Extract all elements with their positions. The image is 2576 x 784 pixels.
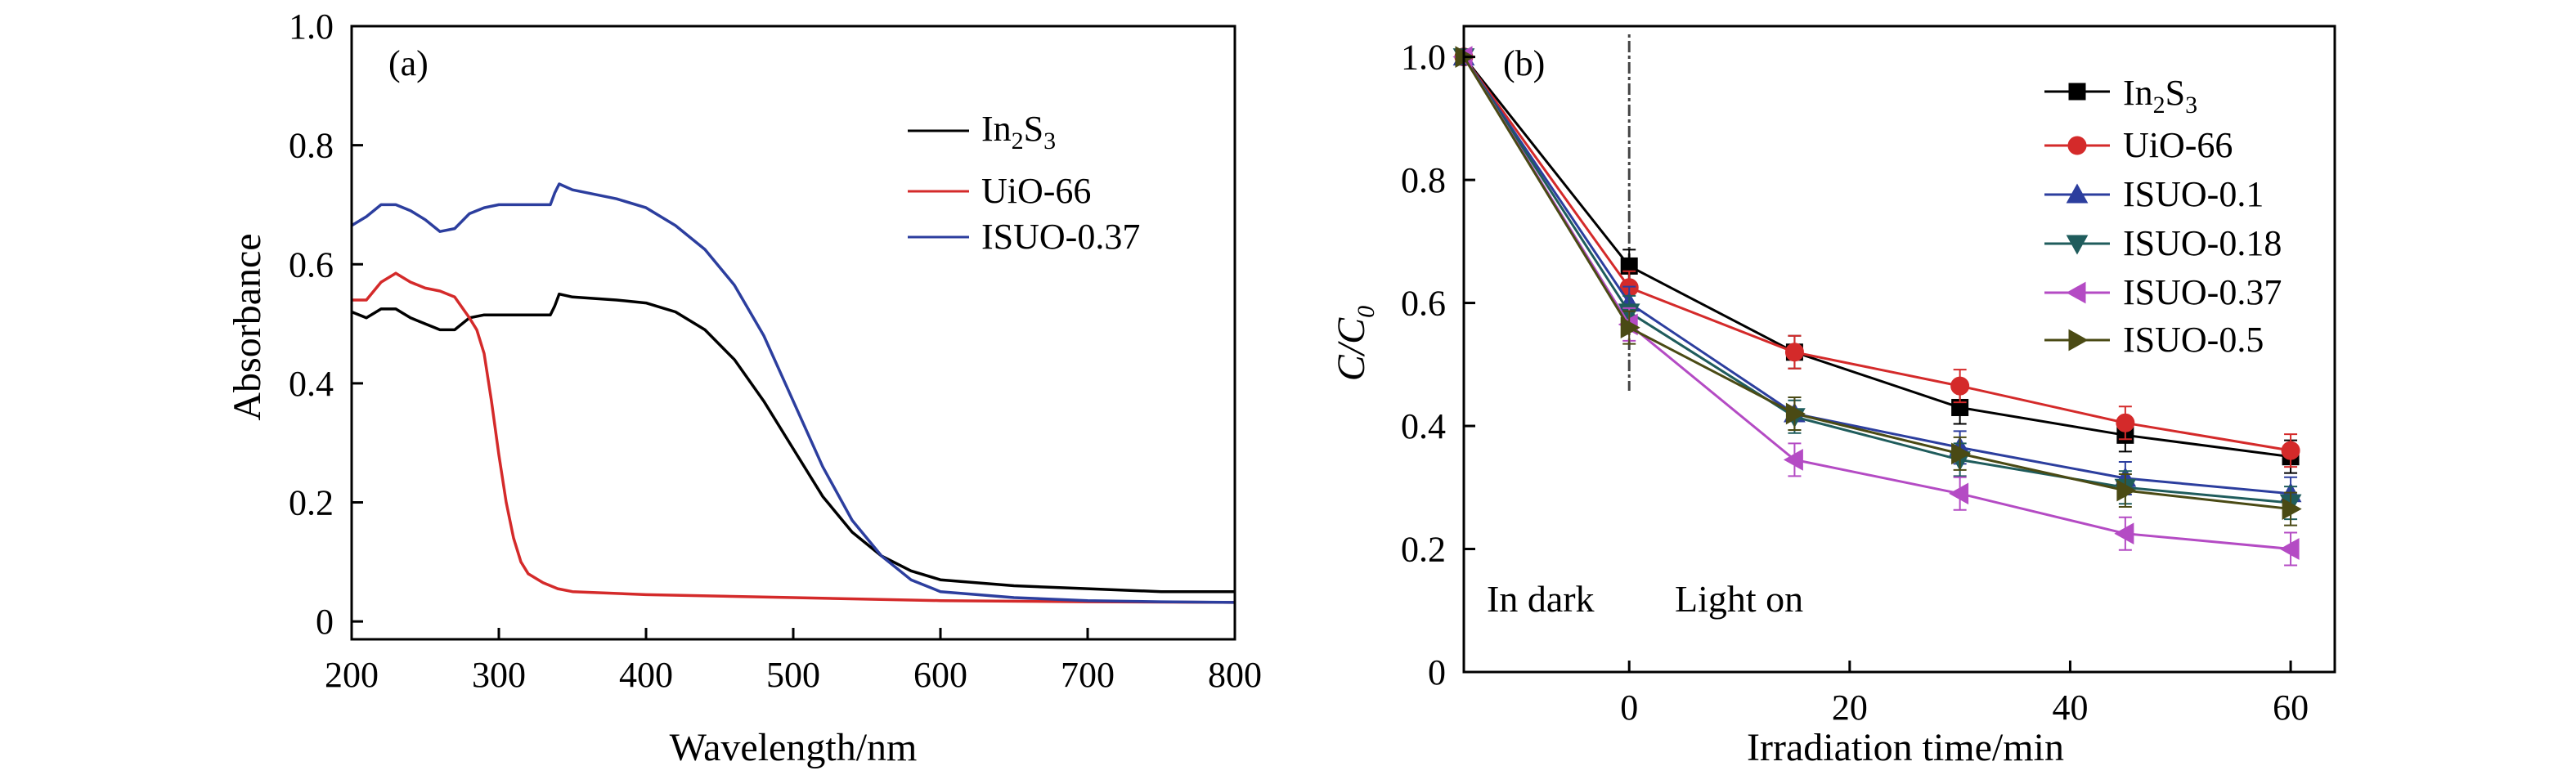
legend-symbol-in2s3 xyxy=(2068,83,2086,101)
series-line-isuo-0-37 xyxy=(351,182,1236,604)
legend-marker-isuo-0-37 xyxy=(2044,281,2110,304)
x-tick-label: 0 xyxy=(1620,688,1638,728)
data-point-isuo-0-37 xyxy=(2279,538,2300,560)
x-tick-label: 700 xyxy=(1061,655,1115,695)
y-tick-label: 0.2 xyxy=(289,483,334,523)
data-point-isuo-0-5 xyxy=(1951,442,1972,465)
series-isuo-0-5 xyxy=(1455,46,2302,526)
panel-b-axis-ticks: 0 20 40 60 0 0.2 0.4 0.6 0.8 1.0 xyxy=(1401,38,2309,728)
legend-symbol-isuo-0-18 xyxy=(2066,235,2089,255)
y-tick-label: 0.6 xyxy=(1401,284,1446,324)
legend-item-b-isuo-0-18: ISUO-0.18 xyxy=(2044,223,2282,263)
series-line-in2s3 xyxy=(351,292,1235,594)
x-tick-label: 500 xyxy=(766,655,820,695)
panel-a-legend: In2S3 UiO-66 ISUO-0.37 xyxy=(908,109,1140,257)
series-line-isuo-0-37 xyxy=(1462,56,2291,550)
legend-label-uio-66: UiO-66 xyxy=(981,171,1091,211)
legend-symbol-isuo-0-1 xyxy=(2066,183,2089,204)
y-tick-label: 0 xyxy=(316,602,334,642)
x-tick-label: 800 xyxy=(1208,655,1262,695)
y-tick-label: 0.4 xyxy=(1401,406,1446,446)
annotation-light-on: Light on xyxy=(1675,578,1803,620)
data-point-uio-66 xyxy=(2281,441,2300,460)
x-tick-label: 60 xyxy=(2273,688,2309,728)
x-tick-label: 40 xyxy=(2052,688,2088,728)
panel-a-absorbance-chart: 200 300 400 500 600 700 800 0 0.2 0.4 0.6 0.8 1.0 (a… xyxy=(226,7,1262,769)
y-tick-label: 0.8 xyxy=(1401,160,1446,200)
panel-b-degradation-chart: 0 20 40 60 0 0.2 0.4 0.6 0.8 1.0 (b) In dark Ligh… xyxy=(1330,25,2336,769)
panel-a-series-group xyxy=(351,182,1236,604)
legend-marker-uio-66 xyxy=(2044,136,2110,155)
legend-marker-isuo-0-1 xyxy=(2044,183,2110,204)
series-line-isuo-0-18 xyxy=(1462,56,2291,504)
data-point-isuo-0-5 xyxy=(2116,479,2137,502)
panel-b-legend: In2S3 UiO-66 ISUO-0.1 ISUO-0.18 ISUO-0.3… xyxy=(2044,73,2282,360)
y-tick-label: 0.2 xyxy=(1401,530,1446,570)
series-line-in2s3 xyxy=(1462,56,2291,459)
data-point-isuo-0-37 xyxy=(1949,482,1969,505)
legend-item-isuo-0-37: ISUO-0.37 xyxy=(908,217,1140,257)
data-point-uio-66 xyxy=(2116,413,2135,432)
legend-label-b-isuo-0-1: ISUO-0.1 xyxy=(2123,174,2264,214)
y-tick-label: 1.0 xyxy=(1401,38,1446,78)
x-tick-label: 300 xyxy=(472,655,526,695)
legend-item-b-isuo-0-5: ISUO-0.5 xyxy=(2044,320,2264,360)
panel-a-axis-ticks: 200 300 400 500 600 700 800 0 0.2 0.4 0.6 0.8 1.0 xyxy=(289,7,1262,695)
legend-symbol-isuo-0-5 xyxy=(2068,329,2089,352)
panel-a-y-axis-title: Absorbance xyxy=(226,233,269,420)
panel-b-y-axis-title: C/C0 xyxy=(1330,306,1380,381)
legend-item-b-uio-66: UiO-66 xyxy=(2044,125,2233,165)
data-point-isuo-0-37 xyxy=(1783,449,1803,471)
legend-item-b-isuo-0-1: ISUO-0.1 xyxy=(2044,174,2264,214)
series-line-isuo-0-5 xyxy=(1462,56,2291,511)
data-point-isuo-0-5 xyxy=(1785,402,1806,425)
legend-label-b-isuo-0-18: ISUO-0.18 xyxy=(2123,223,2282,263)
panel-b-series-group xyxy=(1452,46,2302,567)
annotation-in-dark: In dark xyxy=(1487,578,1595,620)
legend-marker-isuo-0-5 xyxy=(2044,329,2110,352)
data-point-isuo-0-37 xyxy=(2114,522,2134,545)
data-point-isuo-0-5 xyxy=(1620,316,1640,339)
y-tick-label: 0.8 xyxy=(289,126,334,166)
legend-marker-isuo-0-18 xyxy=(2044,235,2110,255)
legend-item-b-in2s3: In2S3 xyxy=(2044,73,2197,119)
y-tick-label: 0.6 xyxy=(289,244,334,284)
y-tick-label: 1.0 xyxy=(289,7,334,47)
legend-symbol-uio-66 xyxy=(2067,136,2087,155)
legend-label-b-in2s3: In2S3 xyxy=(2123,73,2197,119)
x-tick-label: 200 xyxy=(325,655,379,695)
x-tick-label: 20 xyxy=(1832,688,1868,728)
panel-b-tag: (b) xyxy=(1503,43,1545,83)
legend-marker-in2s3 xyxy=(2044,83,2110,101)
panel-a-x-axis-title: Wavelength/nm xyxy=(670,726,918,769)
series-line-uio-66 xyxy=(352,271,1236,604)
legend-symbol-isuo-0-37 xyxy=(2066,281,2086,304)
y-tick-label: 0.4 xyxy=(289,364,334,404)
legend-label-in2s3: In2S3 xyxy=(981,109,1056,155)
legend-label-b-isuo-0-5: ISUO-0.5 xyxy=(2123,320,2264,360)
legend-item-b-isuo-0-37: ISUO-0.37 xyxy=(2044,272,2282,312)
legend-item-in2s3: In2S3 xyxy=(908,109,1056,155)
data-point-isuo-0-5 xyxy=(2282,498,2302,520)
panel-b-plot-frame xyxy=(1462,25,2336,674)
legend-label-isuo-0-37: ISUO-0.37 xyxy=(981,217,1140,257)
legend-label-b-uio-66: UiO-66 xyxy=(2123,125,2233,165)
panel-a-plot-frame xyxy=(350,25,1236,641)
data-point-uio-66 xyxy=(1950,376,1970,396)
y-tick-label: 0 xyxy=(1428,652,1446,692)
panel-b-x-axis-title: Irradiation time/min xyxy=(1747,726,2064,769)
series-line-isuo-0-1 xyxy=(1462,56,2291,495)
data-point-uio-66 xyxy=(1784,343,1804,362)
series-line-uio-66 xyxy=(1462,56,2291,452)
legend-item-uio-66: UiO-66 xyxy=(908,171,1091,211)
x-tick-label: 400 xyxy=(619,655,673,695)
legend-label-b-isuo-0-37: ISUO-0.37 xyxy=(2123,272,2282,312)
x-tick-label: 600 xyxy=(913,655,967,695)
panel-a-tag: (a) xyxy=(388,43,429,83)
